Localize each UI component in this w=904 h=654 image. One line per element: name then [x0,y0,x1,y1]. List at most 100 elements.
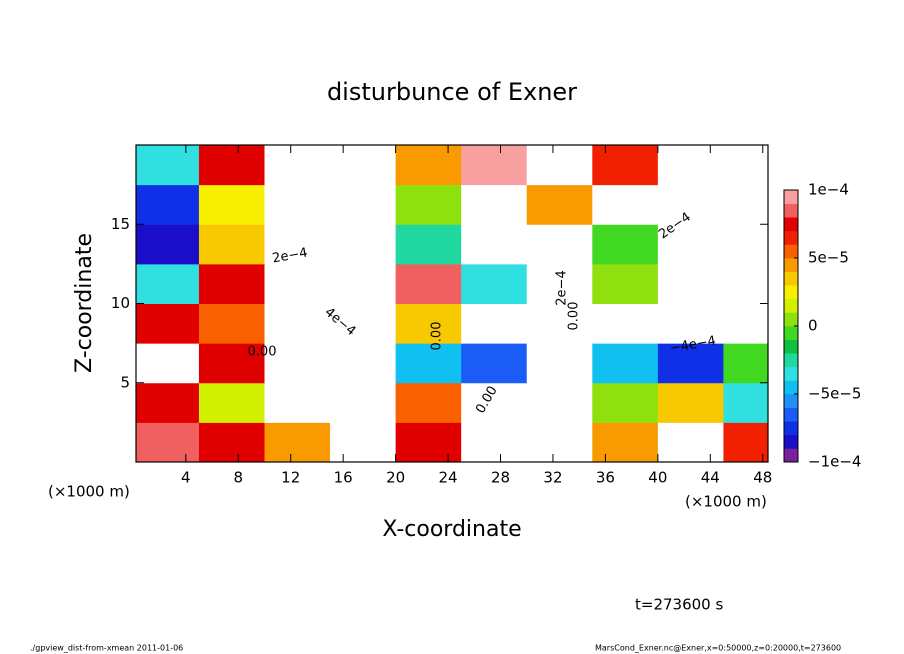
field-cell [136,263,200,304]
field-cell [330,422,397,462]
field-cell [330,303,397,344]
field-cell [526,263,593,304]
colorbar-band [784,203,798,218]
field-cell [461,184,528,225]
field-cell [264,224,331,265]
field-cell [198,382,265,423]
chart-title: disturbunce of Exner [327,78,577,106]
field-cell [198,224,265,265]
colorbar-band [784,448,798,463]
field-cell [526,382,593,423]
field-cell [264,422,331,462]
field-cell [330,184,397,225]
field-cell [723,184,768,225]
field-cell [136,145,200,186]
field-cell [657,224,724,265]
colorbar-band [784,217,798,232]
colorbar-band [784,271,798,286]
field-cell [657,263,724,304]
footer-left: ./gpview_dist-from-xmean 2011-01-06 [30,644,183,653]
field-cell [526,422,593,462]
field-cell [136,422,200,462]
colorbar-band [784,407,798,422]
contour-label: 0.00 [248,345,277,360]
contour-label: 2e−4 [271,246,309,267]
field-cell [592,343,659,384]
field-cell [136,303,200,344]
x-tick-label: 48 [753,469,772,487]
field-cell [592,145,659,186]
field-cell [264,303,331,344]
x-axis-label: X-coordinate [382,517,521,542]
colorbar-band [784,434,798,449]
field-cell [723,303,768,344]
colorbar-band [784,421,798,436]
field-cell [198,343,265,384]
field-cell [395,145,462,186]
x-tick-label: 20 [386,469,405,487]
field-cell [526,184,593,225]
field-cell [592,263,659,304]
colorbar-tick-label: 1e−4 [808,181,849,199]
field-cell [264,343,331,384]
field-cell [592,303,659,344]
field-cell [198,263,265,304]
y-tick-label: 5 [120,373,130,391]
footer-right: MarsCond_Exner.nc@Exner,x=0:50000,z=0:20… [595,644,841,653]
field-cell [526,303,593,344]
field-cell [592,382,659,423]
field-cell [198,422,265,462]
field-cell [198,145,265,186]
field-cell [657,382,724,423]
field-cell [330,145,397,186]
field-cell [461,145,528,186]
x-tick-label: 8 [234,469,244,487]
field-cell [136,382,200,423]
field-cell [723,422,768,462]
field-cell [264,382,331,423]
field-cell [136,224,200,265]
x-tick-label: 28 [491,469,510,487]
field-cell [461,422,528,462]
field-cell [136,343,200,384]
field-cell [395,303,462,344]
x-unit-left: (×1000 m) [48,483,130,501]
contour-label: 2e−4 [555,270,570,305]
colorbar-band [784,353,798,368]
colorbar-band [784,312,798,327]
y-axis-label: Z-coordinate [72,233,97,373]
field-cell [526,145,593,186]
colorbar-band [784,244,798,259]
field-cell [526,343,593,384]
field [136,145,768,462]
field-cell [461,224,528,265]
colorbar-band [784,366,798,381]
x-tick-label: 44 [701,469,720,487]
field-cell [395,343,462,384]
field-cell [723,382,768,423]
colorbar-band [784,326,798,340]
colorbar-band [784,298,798,313]
x-tick-label: 40 [648,469,667,487]
field-cell [330,224,397,265]
field-cell [526,224,593,265]
field-cell [198,184,265,225]
time-label: t=273600 s [635,596,723,614]
field-cell [461,263,528,304]
field-cell [723,145,768,186]
colorbar-band [784,394,798,408]
field-cell [461,343,528,384]
colorbar-band [784,339,798,354]
field-cell [592,422,659,462]
y-tick-label: 15 [111,215,130,233]
colorbar-tick-label: −5e−5 [808,385,861,403]
field-cell [592,184,659,225]
field-cell [198,303,265,344]
field-cell [723,263,768,304]
field-cell [657,343,724,384]
field-cell [395,382,462,423]
x-tick-label: 24 [439,469,458,487]
field-cell [330,382,397,423]
colorbar-band [784,230,798,245]
